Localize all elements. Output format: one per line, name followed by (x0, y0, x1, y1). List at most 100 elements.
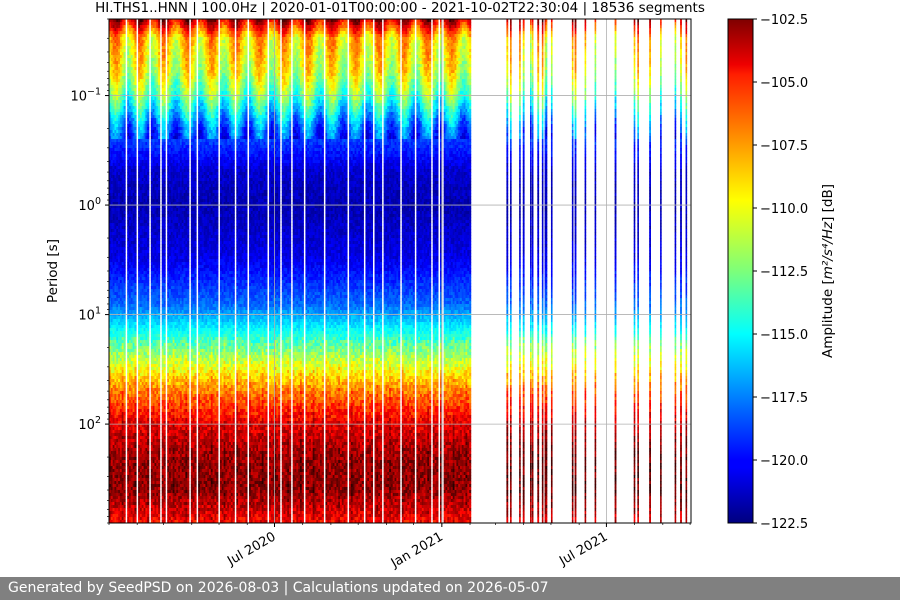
psd-cell (116, 127, 118, 130)
psd-cell (138, 91, 140, 94)
psd-cell (131, 319, 133, 322)
psd-cell (142, 148, 144, 151)
psd-cell (145, 364, 147, 367)
psd-cell (124, 481, 126, 484)
psd-cell (122, 325, 124, 328)
psd-cell (124, 280, 126, 283)
psd-cell (131, 400, 133, 403)
psd-cell (113, 445, 115, 448)
psd-cell (133, 199, 135, 202)
psd-cell (114, 259, 116, 262)
psd-cell (151, 403, 153, 406)
psd-cell (131, 409, 133, 412)
psd-cell (134, 103, 136, 106)
psd-cell (111, 199, 113, 202)
psd-cell (140, 244, 142, 247)
psd-cell (111, 238, 113, 241)
psd-cell (131, 517, 133, 520)
psd-cell (124, 97, 126, 100)
psd-cell (120, 499, 122, 502)
spectrogram-column (142, 19, 144, 523)
psd-cell (111, 340, 113, 343)
psd-cell (144, 205, 146, 208)
psd-cell (124, 289, 126, 292)
psd-cell (147, 346, 149, 349)
psd-cell (127, 85, 129, 88)
psd-cell (124, 160, 126, 163)
psd-cell (129, 19, 131, 22)
psd-cell (147, 34, 149, 37)
psd-cell (118, 220, 120, 223)
psd-cell (124, 85, 126, 88)
psd-cell (147, 172, 149, 175)
psd-cell (147, 154, 149, 157)
psd-cell (118, 484, 120, 487)
psd-cell (144, 424, 146, 427)
psd-cell (134, 367, 136, 370)
psd-cell (131, 205, 133, 208)
psd-cell (124, 241, 126, 244)
psd-cell (145, 475, 147, 478)
psd-cell (129, 142, 131, 145)
psd-cell (144, 349, 146, 352)
psd-cell (144, 385, 146, 388)
psd-cell (134, 304, 136, 307)
psd-cell (131, 88, 133, 91)
psd-cell (113, 319, 115, 322)
psd-cell (147, 181, 149, 184)
psd-cell (145, 166, 147, 169)
psd-cell (127, 493, 129, 496)
psd-cell (151, 352, 153, 355)
psd-cell (127, 91, 129, 94)
psd-cell (140, 325, 142, 328)
psd-cell (145, 250, 147, 253)
psd-cell (134, 37, 136, 40)
psd-cell (131, 34, 133, 37)
psd-cell (144, 133, 146, 136)
psd-cell (114, 37, 116, 40)
psd-cell (124, 400, 126, 403)
psd-cell (142, 64, 144, 67)
psd-cell (116, 265, 118, 268)
psd-cell (144, 406, 146, 409)
psd-cell (124, 61, 126, 64)
psd-cell (120, 439, 122, 442)
psd-cell (122, 196, 124, 199)
psd-cell (129, 103, 131, 106)
psd-cell (118, 181, 120, 184)
psd-cell (142, 76, 144, 79)
psd-cell (133, 361, 135, 364)
psd-cell (122, 454, 124, 457)
psd-cell (120, 193, 122, 196)
psd-cell (114, 436, 116, 439)
psd-cell (116, 475, 118, 478)
psd-cell (140, 235, 142, 238)
psd-cell (113, 97, 115, 100)
psd-cell (113, 355, 115, 358)
psd-cell (113, 385, 115, 388)
psd-cell (116, 388, 118, 391)
psd-cell (111, 301, 113, 304)
psd-cell (120, 256, 122, 259)
psd-cell (133, 331, 135, 334)
psd-cell (118, 448, 120, 451)
psd-cell (145, 490, 147, 493)
psd-cell (133, 232, 135, 235)
psd-cell (129, 340, 131, 343)
psd-cell (124, 79, 126, 82)
psd-cell (140, 190, 142, 193)
psd-cell (138, 247, 140, 250)
psd-cell (131, 433, 133, 436)
psd-cell (151, 301, 153, 304)
psd-cell (116, 400, 118, 403)
psd-cell (118, 274, 120, 277)
psd-cell (111, 457, 113, 460)
psd-cell (151, 82, 153, 85)
psd-cell (131, 478, 133, 481)
psd-cell (129, 157, 131, 160)
psd-cell (124, 52, 126, 55)
psd-cell (111, 478, 113, 481)
psd-cell (138, 514, 140, 517)
spectrogram-column (138, 19, 140, 523)
psd-cell (133, 58, 135, 61)
